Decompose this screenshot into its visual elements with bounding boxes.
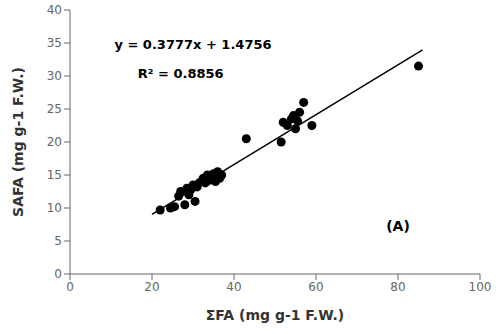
svg-text:SAFA (mg g-1 F.W.): SAFA (mg g-1 F.W.): [10, 67, 26, 217]
svg-text:80: 80: [390, 280, 405, 294]
svg-text:0: 0: [54, 267, 62, 281]
svg-text:10: 10: [47, 201, 62, 215]
html-text:R² = 0.8856: R² = 0.8856: [137, 65, 224, 81]
svg-text:30: 30: [47, 69, 62, 83]
svg-text:25: 25: [47, 102, 62, 116]
svg-text:60: 60: [308, 280, 323, 294]
svg-text:5: 5: [54, 234, 62, 248]
svg-text:0: 0: [66, 280, 74, 294]
svg-text:ΣFA (mg g-1 F.W.): ΣFA (mg g-1 F.W.): [206, 307, 344, 323]
svg-text:20: 20: [144, 280, 159, 294]
svg-text:100: 100: [469, 280, 492, 294]
html-text:(A): (A): [386, 218, 410, 235]
svg-text:40: 40: [226, 280, 241, 294]
svg-text:20: 20: [47, 135, 62, 149]
svg-text:40: 40: [47, 3, 62, 17]
svg-text:35: 35: [47, 36, 62, 50]
svg-text:15: 15: [47, 168, 62, 182]
html-text:y = 0.3777x + 1.4756: y = 0.3777x + 1.4756: [114, 36, 272, 52]
